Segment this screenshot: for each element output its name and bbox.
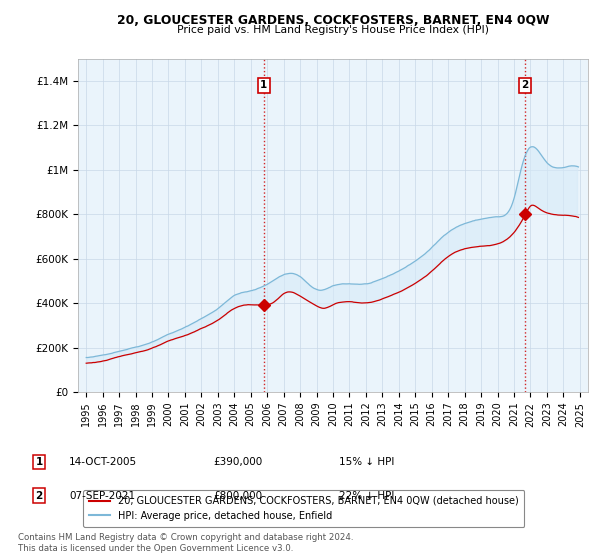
Text: 1: 1 (260, 81, 268, 91)
Text: Contains HM Land Registry data © Crown copyright and database right 2024.
This d: Contains HM Land Registry data © Crown c… (18, 533, 353, 553)
Text: Price paid vs. HM Land Registry's House Price Index (HPI): Price paid vs. HM Land Registry's House … (177, 25, 489, 35)
Legend: 20, GLOUCESTER GARDENS, COCKFOSTERS, BARNET, EN4 0QW (detached house), HPI: Aver: 20, GLOUCESTER GARDENS, COCKFOSTERS, BAR… (83, 490, 524, 527)
Text: 22% ↓ HPI: 22% ↓ HPI (339, 491, 394, 501)
Text: 15% ↓ HPI: 15% ↓ HPI (339, 457, 394, 467)
Text: 1: 1 (35, 457, 43, 467)
Text: £390,000: £390,000 (213, 457, 262, 467)
Text: 07-SEP-2021: 07-SEP-2021 (69, 491, 135, 501)
Text: 2: 2 (35, 491, 43, 501)
Text: 14-OCT-2005: 14-OCT-2005 (69, 457, 137, 467)
Text: 20, GLOUCESTER GARDENS, COCKFOSTERS, BARNET, EN4 0QW: 20, GLOUCESTER GARDENS, COCKFOSTERS, BAR… (117, 14, 549, 27)
Text: £800,000: £800,000 (213, 491, 262, 501)
Text: 2: 2 (521, 81, 529, 91)
